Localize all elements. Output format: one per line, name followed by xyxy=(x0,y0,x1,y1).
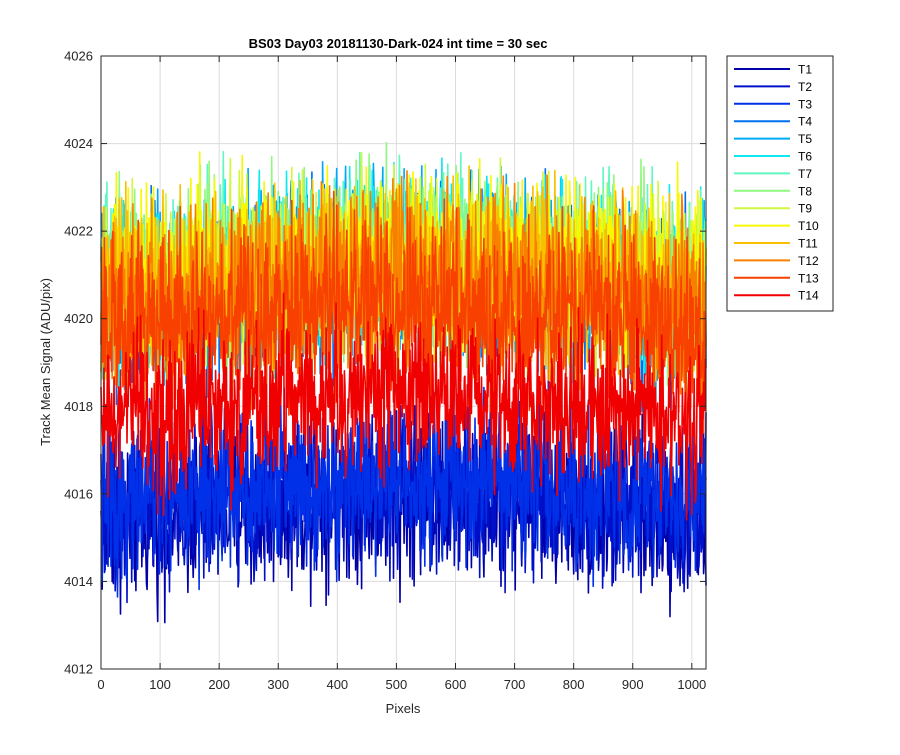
legend-label-t14: T14 xyxy=(798,289,819,303)
plot-frame xyxy=(100,55,707,670)
legend-label-t9: T9 xyxy=(798,202,812,216)
legend-label-t13: T13 xyxy=(798,271,819,285)
legend-label-t12: T12 xyxy=(798,254,819,268)
series-line-t14 xyxy=(100,292,707,521)
y-tick-label: 4024 xyxy=(64,136,93,151)
x-tick-label: 0 xyxy=(97,677,104,692)
x-tick-label: 100 xyxy=(149,677,171,692)
legend-label-t4: T4 xyxy=(798,115,812,129)
y-axis-label: Track Mean Signal (ADU/pix) xyxy=(38,278,53,446)
y-tick-label: 4018 xyxy=(64,399,93,414)
x-tick-label: 600 xyxy=(445,677,467,692)
y-axis-ticks: 4012 4014 4016 4018 4020 4022 4024 4026 xyxy=(64,49,706,677)
legend-label-t1: T1 xyxy=(798,63,812,77)
y-tick-label: 4026 xyxy=(64,49,93,64)
x-tick-label: 700 xyxy=(504,677,526,692)
x-tick-label: 800 xyxy=(563,677,585,692)
x-tick-label: 400 xyxy=(326,677,348,692)
legend-label-t10: T10 xyxy=(798,219,819,233)
legend-label-t5: T5 xyxy=(798,132,812,146)
x-tick-label: 500 xyxy=(386,677,408,692)
series-lines xyxy=(100,141,707,624)
legend-label-t6: T6 xyxy=(798,150,812,164)
x-tick-label: 1000 xyxy=(677,677,706,692)
y-tick-label: 4016 xyxy=(64,486,93,501)
y-tick-label: 4022 xyxy=(64,224,93,239)
y-tick-label: 4012 xyxy=(64,662,93,677)
legend-label-t7: T7 xyxy=(798,167,812,181)
legend-label-t11: T11 xyxy=(798,237,818,251)
legend-box xyxy=(726,55,834,312)
x-tick-label: 200 xyxy=(208,677,230,692)
y-tick-label: 4020 xyxy=(64,311,93,326)
y-tick-label: 4014 xyxy=(64,574,93,589)
x-axis-ticks: 0 100 200 300 400 500 600 700 800 900 1000 xyxy=(97,56,706,692)
legend-label-t3: T3 xyxy=(798,97,812,111)
legend-label-t2: T2 xyxy=(798,80,812,94)
legend: T1 T2 T3 T4 T5 T6 T7 T8 T9 T10 T11 T12 T13 T14 xyxy=(726,55,834,312)
x-axis-label: Pixels xyxy=(386,701,421,716)
chart-title: BS03 Day03 20181130-Dark-024 int time = … xyxy=(249,36,548,51)
legend-label-t8: T8 xyxy=(798,184,812,198)
series-line-t13 xyxy=(100,190,707,442)
x-tick-label: 300 xyxy=(267,677,289,692)
x-tick-label: 900 xyxy=(622,677,644,692)
